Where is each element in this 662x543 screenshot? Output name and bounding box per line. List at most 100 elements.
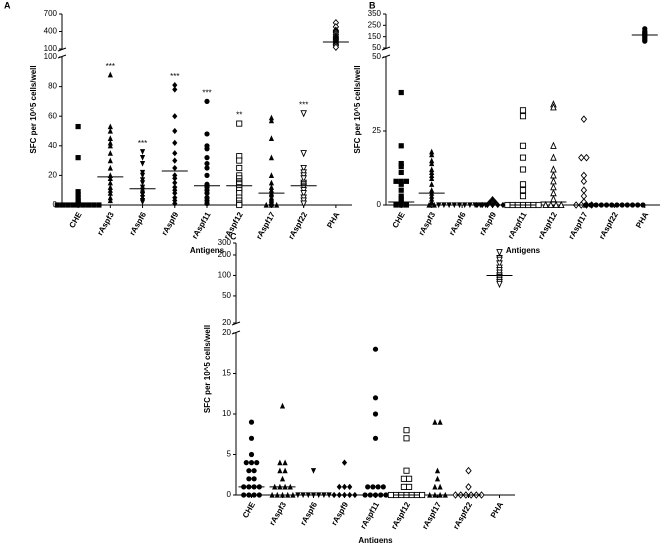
y-tick-label: 100 [44,52,58,61]
point [431,201,437,208]
point [496,256,503,264]
y-tick-label: 250 [368,20,382,29]
point [107,164,113,171]
point [279,491,286,498]
point [400,483,407,490]
x-tick-label: rAspf12 [389,500,412,531]
x-tick-label: rAspf22 [287,210,310,241]
significance-label: *** [299,100,308,109]
point [496,280,503,289]
point [70,202,76,208]
point [347,483,353,490]
point [75,202,81,208]
point [172,164,178,172]
point [268,201,275,208]
point [268,172,275,178]
point [398,196,404,202]
point [429,160,435,167]
point [254,460,260,466]
point [282,467,288,474]
point [107,194,113,201]
point [519,166,527,173]
significance-label: *** [202,89,211,98]
point [248,451,255,458]
point [75,189,81,195]
point [400,475,407,482]
point [583,202,589,208]
point [398,178,404,184]
point [398,187,404,193]
point [172,127,178,135]
point [204,98,210,104]
point [336,483,342,490]
y-tick-label: 5 [227,450,232,459]
point [80,202,86,208]
point [429,166,435,173]
point [635,202,641,208]
point [432,419,438,425]
point [519,107,527,114]
point [429,172,435,178]
point [429,187,435,193]
x-tick-label: rAspf6 [447,210,468,237]
y-tick-label: 40 [48,141,57,150]
y-tick-label: 350 [368,9,382,18]
point [268,117,275,124]
point [557,200,565,209]
point [274,201,280,208]
point [496,249,503,257]
point [75,155,81,161]
significance-label: *** [170,72,179,81]
point [300,175,307,183]
point [107,175,113,181]
y-tick-label: 50 [222,291,231,300]
point [550,153,557,161]
panel-label: C [230,231,237,241]
point [398,181,404,187]
point [519,142,527,149]
point [398,143,404,149]
point [263,201,269,208]
point [256,492,262,498]
point [204,146,210,152]
y-axis-label: SFC per 10^5 cells/well [29,65,38,153]
x-tick-label: PHA [489,500,505,519]
point [107,157,113,164]
point [583,153,590,162]
point [341,483,348,490]
point [172,86,178,93]
point [107,71,113,78]
point [65,202,71,208]
point [629,202,636,208]
significance-label: *** [106,62,115,71]
point [279,402,286,409]
point [107,150,113,156]
y-tick-label: 20 [222,318,231,327]
point [268,191,275,198]
point [434,467,441,474]
point [295,492,301,499]
x-tick-label: rAspf6 [299,500,320,527]
point [248,460,255,466]
x-tick-label: rAspf3 [95,210,116,237]
point [277,459,283,466]
point [403,178,410,184]
point [107,184,113,190]
point [204,172,210,178]
y-tick-label: 10 [222,409,231,418]
point [204,160,210,167]
point [204,190,210,196]
y-tick-label: 700 [44,9,58,18]
panel-label: A [4,0,11,10]
point [172,200,178,207]
point [588,202,594,208]
point [419,491,426,499]
point [139,195,146,201]
point [274,491,280,498]
point [139,172,146,179]
x-tick-label: rAspf11 [190,210,213,240]
y-tick-label: 0 [377,200,382,209]
point [139,169,146,176]
point [107,123,113,130]
